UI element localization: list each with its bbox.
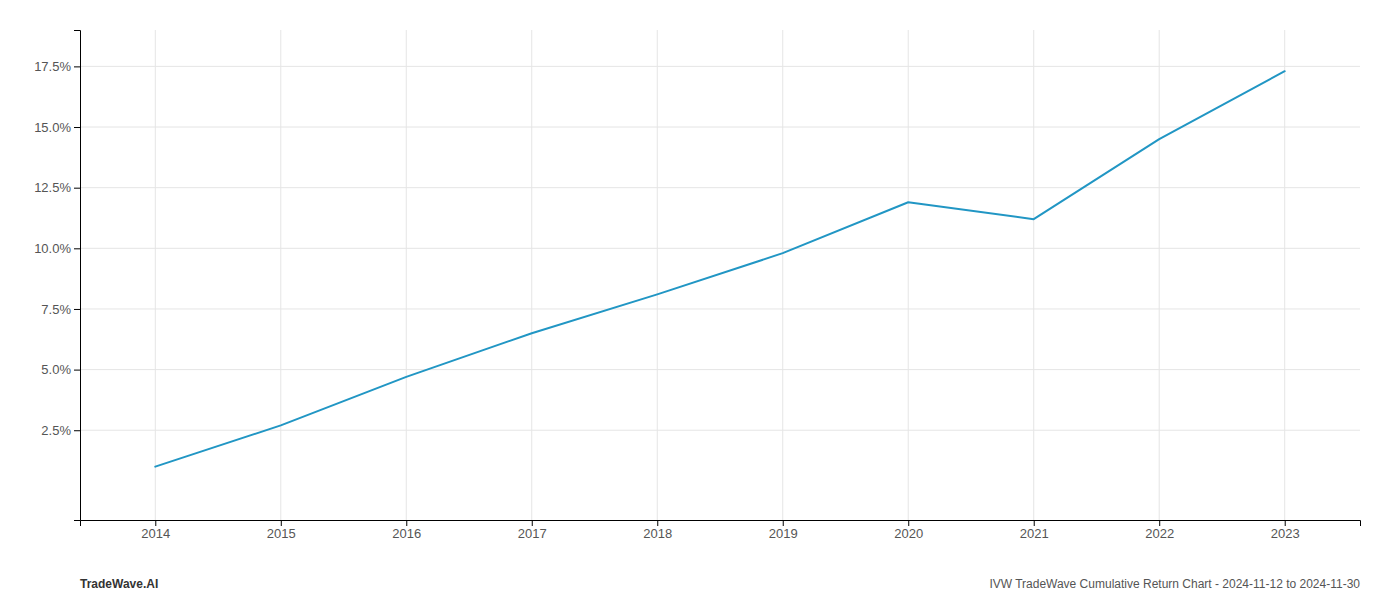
x-grid-line [1284,30,1285,520]
x-tick-mark [406,520,407,526]
y-grid-line [80,66,1360,67]
annotations: TradeWave.AI IVW TradeWave Cumulative Ret… [80,577,1360,591]
x-tick: 2017 [518,520,547,541]
x-tick-label: 2019 [769,526,798,541]
y-tick-mark [74,309,80,310]
y-grid-line [80,187,1360,188]
x-axis-line [81,521,1361,527]
y-tick-label: 12.5% [34,180,71,195]
x-grid-line [657,30,658,520]
x-tick-mark [783,520,784,526]
y-tick: 17.5% [34,59,80,74]
x-tick-label: 2018 [643,526,672,541]
y-grid-line [80,369,1360,370]
y-tick-label: 17.5% [34,59,71,74]
y-tick-mark [74,370,80,371]
x-tick-mark [1285,520,1286,526]
chart: 2014 2015 2016 2017 2018 2019 2020 2021 2022 2023… [0,0,1400,600]
y-tick-mark [74,66,80,67]
y-grid-line [80,127,1360,128]
x-tick-label: 2014 [141,526,170,541]
x-tick-label: 2023 [1271,526,1300,541]
x-grid-line [406,30,407,520]
y-tick: 10.0% [34,241,80,256]
plot: 2014 2015 2016 2017 2018 2019 2020 2021 2022 2023… [34,30,1360,541]
x-grid-line [531,30,532,520]
y-tick-mark [74,127,80,128]
x-tick: 2016 [392,520,421,541]
x-tick-label: 2015 [267,526,296,541]
y-tick-label: 7.5% [41,302,71,317]
annotation: IVW TradeWave Cumulative Return Chart - … [989,577,1360,591]
y-tick-mark [74,430,80,431]
x-tick-label: 2021 [1020,526,1049,541]
x-tick-label: 2020 [894,526,923,541]
y-tick: 2.5% [41,423,80,438]
x-grid-line [155,30,156,520]
x-grid-line [782,30,783,520]
annotation: TradeWave.AI [80,577,158,591]
grid [80,30,1360,520]
x-tick: 2018 [643,520,672,541]
y-axis: 2.5% 5.0% 7.5% 10.0% 12.5% 15.0% 17.5% [34,31,80,521]
x-tick: 2021 [1020,520,1049,541]
y-tick: 5.0% [41,362,80,377]
y-tick-mark [74,188,80,189]
marks [155,71,1284,466]
x-grid-line [1033,30,1034,520]
y-tick-label: 5.0% [41,362,71,377]
x-tick-mark [657,520,658,526]
y-axis-line [74,31,81,521]
y-tick-mark [74,248,80,249]
y-grid-line [80,308,1360,309]
x-tick: 2022 [1145,520,1174,541]
x-tick-label: 2017 [518,526,547,541]
x-tick-mark [908,520,909,526]
y-grid-line [80,248,1360,249]
y-tick-label: 2.5% [41,423,71,438]
y-tick: 7.5% [41,302,80,317]
y-tick-label: 15.0% [34,120,71,135]
x-tick: 2020 [894,520,923,541]
x-tick: 2015 [267,520,296,541]
x-tick-mark [1159,520,1160,526]
x-tick: 2014 [141,520,170,541]
x-tick-mark [281,520,282,526]
y-tick-label: 10.0% [34,241,71,256]
x-grid-line [908,30,909,520]
x-grid-line [1159,30,1160,520]
y-tick: 15.0% [34,120,80,135]
x-tick: 2019 [769,520,798,541]
x-tick-mark [532,520,533,526]
x-tick: 2023 [1271,520,1300,541]
x-grid-line [280,30,281,520]
x-tick-label: 2016 [392,526,421,541]
line [155,71,1284,466]
x-tick-mark [155,520,156,526]
x-tick-label: 2022 [1145,526,1174,541]
x-axis: 2014 2015 2016 2017 2018 2019 2020 2021 2022 2023 [81,520,1361,541]
y-grid-line [80,430,1360,431]
x-tick-mark [1034,520,1035,526]
y-tick: 12.5% [34,180,80,195]
